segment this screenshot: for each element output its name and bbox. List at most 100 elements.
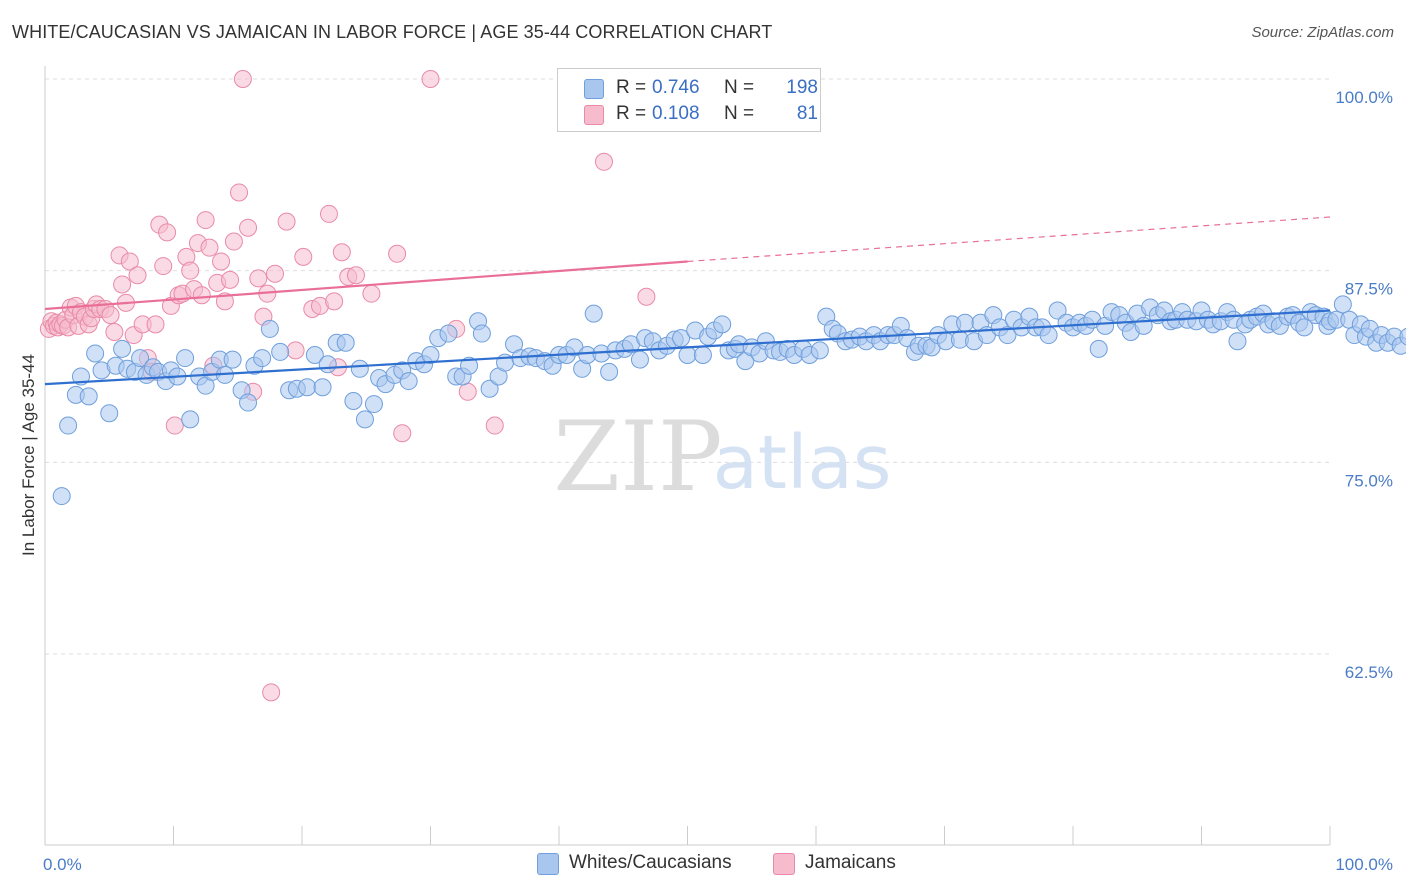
- legend-swatch-whites: [537, 853, 559, 875]
- jamaican-point: [146, 315, 165, 334]
- white-point: [336, 333, 355, 352]
- x-tick-labels: 0.0% 100.0%: [43, 855, 1393, 874]
- whites-points: [52, 295, 1406, 506]
- white-point: [1228, 332, 1247, 351]
- jamaican-point: [196, 211, 215, 230]
- x-tick-label: 100.0%: [1335, 855, 1393, 874]
- legend-label-jamaicans: Jamaicans: [805, 852, 896, 873]
- white-point: [253, 349, 272, 368]
- white-point: [181, 410, 200, 429]
- trend-lines: [44, 216, 1331, 386]
- legend-r-label: R =: [616, 103, 647, 124]
- white-point: [271, 342, 290, 361]
- white-point: [239, 393, 258, 412]
- white-point: [472, 324, 491, 343]
- white-point: [630, 350, 649, 369]
- jamaican-point: [192, 286, 211, 305]
- jamaicans-points: [39, 70, 656, 702]
- jamaican-point: [325, 292, 344, 311]
- jamaican-point: [319, 204, 338, 223]
- jamaican-point: [221, 270, 240, 289]
- y-tick-label: 87.5%: [1345, 280, 1393, 299]
- legend-swatch-jamaicans: [584, 105, 604, 125]
- jamaican-point: [105, 323, 124, 341]
- white-point: [86, 344, 105, 363]
- jamaican-point: [393, 424, 412, 443]
- y-tick-label: 100.0%: [1335, 88, 1393, 107]
- white-point: [223, 350, 242, 369]
- white-point: [600, 362, 619, 381]
- watermark-zip: ZIP: [553, 401, 722, 513]
- white-point: [355, 410, 374, 429]
- legend-n-label: N =: [724, 103, 755, 124]
- jamaican-point: [212, 252, 231, 271]
- white-point: [350, 359, 369, 378]
- legend-r-value: 0.108: [652, 103, 700, 124]
- watermark-atlas: atlas: [713, 420, 892, 506]
- legend-r-value: 0.746: [652, 77, 700, 98]
- white-point: [460, 356, 479, 375]
- white-point: [52, 487, 71, 506]
- watermark: ZIP atlas: [553, 401, 891, 513]
- jamaican-point: [262, 683, 281, 702]
- white-point: [1295, 318, 1314, 337]
- chart-title: WHITE/CAUCASIAN VS JAMAICAN IN LABOR FOR…: [12, 22, 773, 42]
- jamaican-point: [120, 252, 139, 271]
- jamaican-point: [165, 416, 184, 435]
- white-point: [100, 404, 119, 423]
- white-point: [113, 339, 132, 358]
- white-point: [584, 304, 603, 323]
- white-point: [713, 315, 732, 334]
- white-point: [1333, 295, 1352, 314]
- jamaicans-trend-extension: [687, 216, 1331, 263]
- jamaican-point: [332, 243, 351, 262]
- white-point: [318, 355, 337, 374]
- white-point: [421, 346, 440, 364]
- jamaican-point: [101, 306, 120, 325]
- white-point: [810, 341, 829, 360]
- axes: [44, 66, 1331, 846]
- jamaican-point: [249, 269, 268, 288]
- jamaican-point: [113, 275, 132, 294]
- jamaican-point: [286, 341, 305, 360]
- jamaican-point: [277, 212, 296, 231]
- legend-label-whites: Whites/Caucasians: [569, 852, 732, 873]
- white-point: [79, 387, 98, 406]
- jamaican-point: [200, 238, 219, 257]
- white-point: [176, 349, 195, 368]
- jamaican-point: [346, 266, 365, 285]
- x-tick-label: 0.0%: [43, 855, 82, 874]
- y-tick-label: 62.5%: [1345, 663, 1393, 682]
- legend-swatch-jamaicans: [773, 853, 795, 875]
- white-point: [1039, 326, 1058, 345]
- white-point: [480, 379, 499, 398]
- white-point: [364, 395, 383, 414]
- legend-swatch-whites: [584, 79, 604, 99]
- jamaican-point: [421, 70, 440, 88]
- source-label: Source: ZipAtlas.com: [1251, 24, 1394, 41]
- white-point: [693, 346, 712, 364]
- jamaican-point: [294, 247, 313, 266]
- white-point: [131, 349, 150, 368]
- jamaican-point: [388, 244, 407, 263]
- jamaican-point: [224, 232, 243, 251]
- jamaican-point: [181, 261, 200, 280]
- white-point: [305, 346, 324, 364]
- white-point: [956, 313, 975, 332]
- y-axis-label: In Labor Force | Age 35-44: [19, 354, 38, 556]
- white-point: [313, 378, 332, 397]
- legend-r-label: R =: [616, 77, 647, 98]
- white-point: [399, 372, 418, 391]
- legend-n-value: 198: [786, 77, 818, 98]
- whites-trend-line: [44, 309, 1331, 386]
- white-point: [59, 416, 78, 435]
- white-point: [71, 367, 90, 386]
- jamaican-point: [233, 70, 252, 88]
- legend-n-label: N =: [724, 77, 755, 98]
- jamaican-point: [239, 218, 258, 237]
- white-point: [344, 392, 363, 410]
- legend-n-value: 81: [796, 103, 818, 124]
- white-point: [1089, 339, 1108, 358]
- y-tick-labels: 100.0% 87.5% 75.0% 62.5%: [1335, 88, 1393, 682]
- jamaican-point: [230, 183, 249, 202]
